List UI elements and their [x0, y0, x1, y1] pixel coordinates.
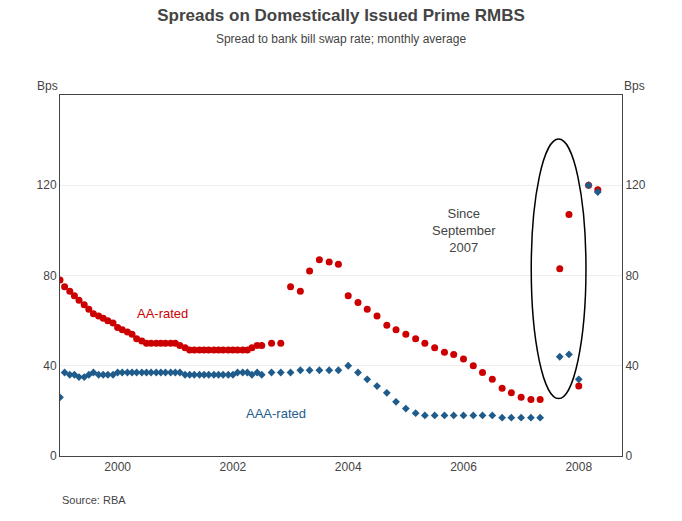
svg-text:120: 120: [625, 178, 645, 192]
svg-text:2008: 2008: [565, 460, 592, 474]
svg-text:Bps: Bps: [624, 79, 645, 93]
svg-text:Source: RBA: Source: RBA: [62, 494, 126, 506]
svg-text:2004: 2004: [335, 460, 362, 474]
svg-text:2006: 2006: [450, 460, 477, 474]
svg-text:40: 40: [43, 359, 57, 373]
svg-text:80: 80: [625, 269, 639, 283]
svg-text:120: 120: [37, 178, 57, 192]
svg-text:80: 80: [43, 269, 57, 283]
svg-text:SinceSeptember2007: SinceSeptember2007: [432, 206, 496, 255]
svg-text:AA-rated: AA-rated: [137, 306, 188, 321]
svg-text:2002: 2002: [220, 460, 247, 474]
svg-text:40: 40: [625, 359, 639, 373]
svg-text:Bps: Bps: [37, 79, 58, 93]
svg-text:0: 0: [50, 449, 57, 463]
svg-text:0: 0: [625, 449, 632, 463]
svg-text:2000: 2000: [104, 460, 131, 474]
svg-text:Spreads on Domestically Issued: Spreads on Domestically Issued Prime RMB…: [157, 6, 525, 46]
svg-text:AAA-rated: AAA-rated: [246, 406, 306, 421]
